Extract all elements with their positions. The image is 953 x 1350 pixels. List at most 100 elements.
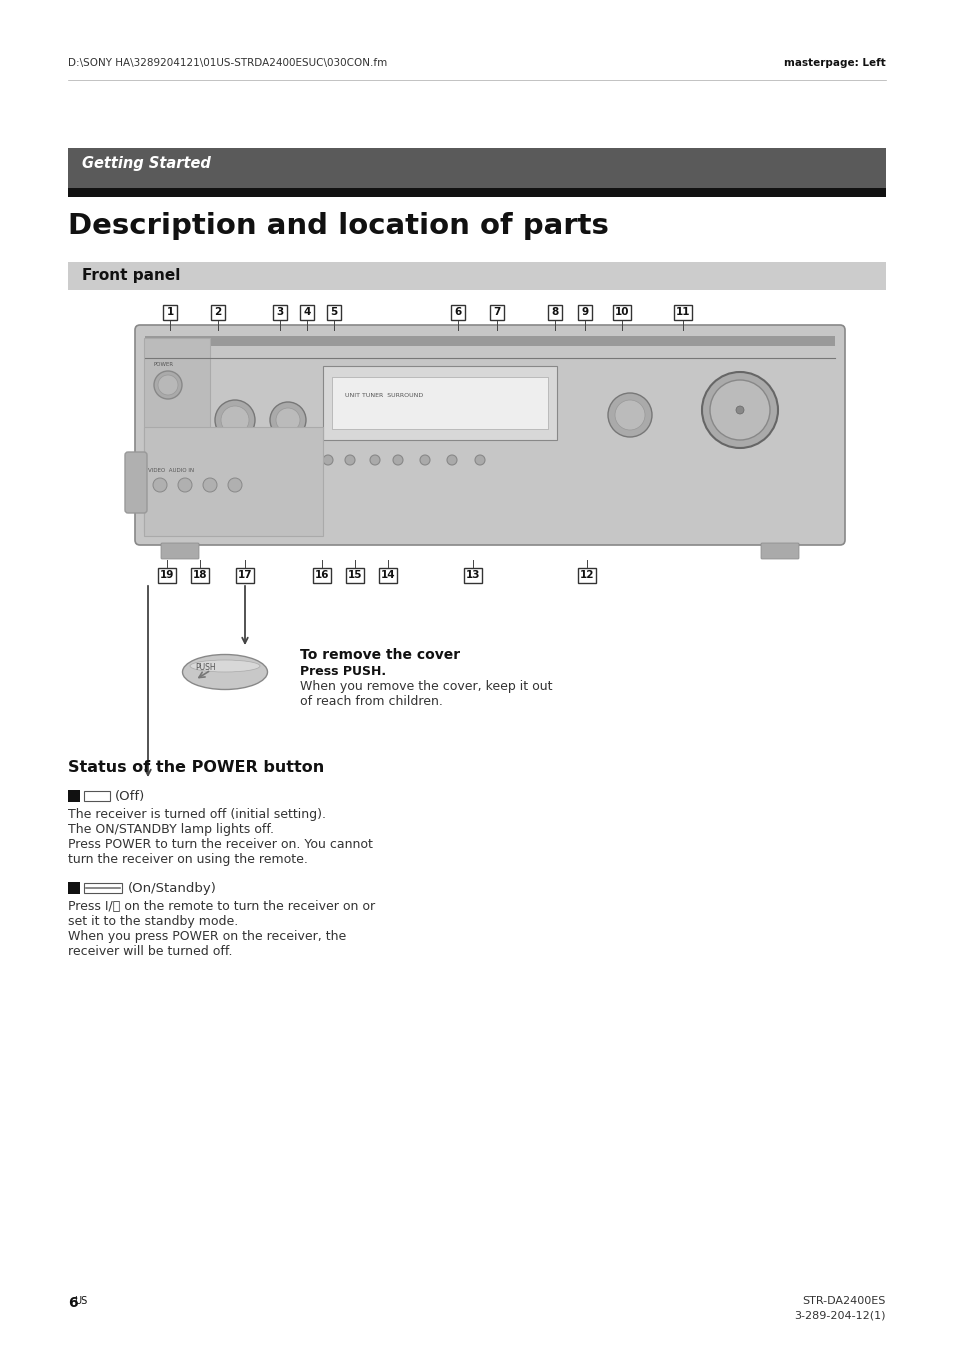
- FancyBboxPatch shape: [158, 567, 175, 582]
- Text: STR-DA2400ES: STR-DA2400ES: [801, 1296, 885, 1305]
- FancyBboxPatch shape: [68, 148, 885, 188]
- Circle shape: [152, 478, 167, 491]
- Text: 3-289-204-12(1): 3-289-204-12(1): [794, 1311, 885, 1322]
- Text: 15: 15: [348, 570, 362, 580]
- Text: 12: 12: [579, 570, 594, 580]
- Text: 2: 2: [214, 306, 221, 317]
- FancyBboxPatch shape: [332, 377, 547, 429]
- Circle shape: [158, 375, 178, 396]
- Circle shape: [419, 455, 430, 464]
- FancyBboxPatch shape: [299, 305, 314, 320]
- Circle shape: [323, 455, 333, 464]
- Circle shape: [709, 379, 769, 440]
- Circle shape: [153, 371, 182, 400]
- Circle shape: [615, 400, 644, 431]
- Text: of reach from children.: of reach from children.: [299, 695, 442, 707]
- Text: 7: 7: [493, 306, 500, 317]
- Text: When you press POWER on the receiver, the: When you press POWER on the receiver, th…: [68, 930, 346, 944]
- Text: 14: 14: [380, 570, 395, 580]
- Ellipse shape: [190, 660, 260, 672]
- FancyBboxPatch shape: [273, 305, 287, 320]
- FancyBboxPatch shape: [84, 883, 122, 892]
- Text: 19: 19: [160, 570, 174, 580]
- FancyBboxPatch shape: [84, 791, 110, 801]
- Text: UNIT TUNER  SURROUND: UNIT TUNER SURROUND: [345, 393, 423, 398]
- Text: D:\SONY HA\3289204121\01US-STRDA2400ESUC\030CON.fm: D:\SONY HA\3289204121\01US-STRDA2400ESUC…: [68, 58, 387, 68]
- FancyBboxPatch shape: [68, 882, 80, 894]
- FancyBboxPatch shape: [378, 567, 396, 582]
- Text: US: US: [74, 1296, 87, 1305]
- FancyBboxPatch shape: [578, 305, 592, 320]
- FancyBboxPatch shape: [327, 305, 340, 320]
- Text: To remove the cover: To remove the cover: [299, 648, 459, 662]
- Ellipse shape: [182, 655, 267, 690]
- Text: 18: 18: [193, 570, 207, 580]
- FancyBboxPatch shape: [490, 305, 503, 320]
- Text: 8: 8: [551, 306, 558, 317]
- Text: When you remove the cover, keep it out: When you remove the cover, keep it out: [299, 680, 552, 693]
- Circle shape: [203, 478, 216, 491]
- Circle shape: [475, 455, 484, 464]
- Text: 4: 4: [303, 306, 311, 317]
- FancyBboxPatch shape: [144, 338, 210, 532]
- Text: Press PUSH.: Press PUSH.: [299, 666, 386, 678]
- Text: receiver will be turned off.: receiver will be turned off.: [68, 945, 233, 958]
- FancyBboxPatch shape: [613, 305, 630, 320]
- Circle shape: [701, 373, 778, 448]
- Text: Press POWER to turn the receiver on. You cannot: Press POWER to turn the receiver on. You…: [68, 838, 373, 850]
- Text: The ON/STANDBY lamp lights off.: The ON/STANDBY lamp lights off.: [68, 824, 274, 836]
- Text: 6: 6: [68, 1296, 77, 1310]
- Circle shape: [447, 455, 456, 464]
- FancyBboxPatch shape: [125, 452, 147, 513]
- Text: 16: 16: [314, 570, 329, 580]
- Text: 9: 9: [580, 306, 588, 317]
- Circle shape: [607, 393, 651, 437]
- Circle shape: [735, 406, 743, 414]
- Circle shape: [370, 455, 379, 464]
- FancyBboxPatch shape: [578, 567, 596, 582]
- Circle shape: [275, 408, 299, 432]
- Text: The receiver is turned off (initial setting).: The receiver is turned off (initial sett…: [68, 809, 326, 821]
- FancyBboxPatch shape: [323, 366, 557, 440]
- Circle shape: [214, 400, 254, 440]
- FancyBboxPatch shape: [463, 567, 481, 582]
- Text: 17: 17: [237, 570, 252, 580]
- Text: 1: 1: [166, 306, 173, 317]
- Text: VIDEO  AUDIO IN: VIDEO AUDIO IN: [148, 468, 193, 472]
- FancyBboxPatch shape: [68, 790, 80, 802]
- Text: turn the receiver on using the remote.: turn the receiver on using the remote.: [68, 853, 308, 865]
- Circle shape: [393, 455, 402, 464]
- FancyBboxPatch shape: [547, 305, 561, 320]
- Circle shape: [221, 406, 249, 433]
- FancyBboxPatch shape: [235, 567, 253, 582]
- Text: masterpage: Left: masterpage: Left: [783, 58, 885, 68]
- FancyBboxPatch shape: [211, 305, 225, 320]
- FancyBboxPatch shape: [760, 543, 799, 559]
- Text: 10: 10: [614, 306, 629, 317]
- Text: 5: 5: [330, 306, 337, 317]
- FancyBboxPatch shape: [191, 567, 209, 582]
- FancyBboxPatch shape: [313, 567, 331, 582]
- FancyBboxPatch shape: [68, 188, 885, 197]
- Text: POWER: POWER: [153, 362, 174, 367]
- FancyBboxPatch shape: [161, 543, 199, 559]
- Text: Getting Started: Getting Started: [82, 157, 211, 171]
- Text: Status of the POWER button: Status of the POWER button: [68, 760, 324, 775]
- Circle shape: [228, 478, 242, 491]
- Text: set it to the standby mode.: set it to the standby mode.: [68, 915, 238, 927]
- Text: 11: 11: [675, 306, 690, 317]
- FancyBboxPatch shape: [68, 262, 885, 290]
- Circle shape: [345, 455, 355, 464]
- FancyBboxPatch shape: [145, 336, 834, 346]
- Text: 13: 13: [465, 570, 479, 580]
- Text: (Off): (Off): [115, 790, 145, 803]
- Text: 6: 6: [454, 306, 461, 317]
- Text: Front panel: Front panel: [82, 269, 180, 284]
- FancyBboxPatch shape: [135, 325, 844, 545]
- Text: 3: 3: [276, 306, 283, 317]
- Text: Description and location of parts: Description and location of parts: [68, 212, 608, 240]
- Text: PUSH: PUSH: [194, 663, 215, 672]
- Circle shape: [178, 478, 192, 491]
- Text: Press I/⏻ on the remote to turn the receiver on or: Press I/⏻ on the remote to turn the rece…: [68, 900, 375, 913]
- FancyBboxPatch shape: [144, 427, 323, 536]
